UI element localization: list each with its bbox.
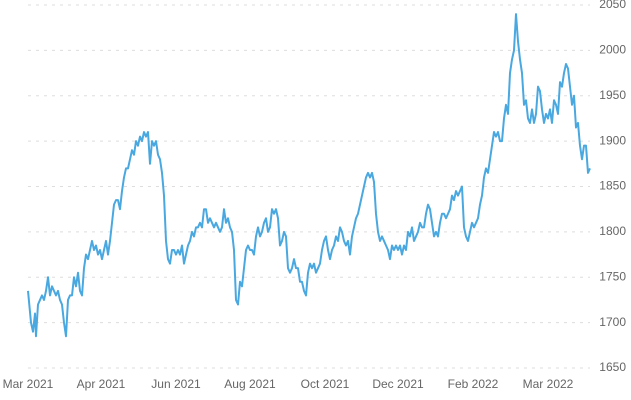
x-tick-label: Aug 2021 <box>224 377 276 391</box>
x-tick-label: Jun 2021 <box>151 377 201 391</box>
x-tick-label: Mar 2021 <box>3 377 54 391</box>
x-tick-label: Apr 2021 <box>77 377 126 391</box>
x-tick-label: Mar 2022 <box>523 377 574 391</box>
y-tick-label: 2000 <box>599 43 626 57</box>
x-tick-label: Oct 2021 <box>301 377 350 391</box>
y-tick-label: 1850 <box>599 179 626 193</box>
y-tick-label: 1650 <box>599 360 626 374</box>
x-tick-label: Feb 2022 <box>448 377 499 391</box>
y-tick-label: 1950 <box>599 88 626 102</box>
y-tick-label: 1800 <box>599 224 626 238</box>
y-tick-label: 1750 <box>599 269 626 283</box>
y-tick-label: 1900 <box>599 133 626 147</box>
x-tick-label: Dec 2021 <box>372 377 424 391</box>
y-tick-label: 1700 <box>599 315 626 329</box>
price-line <box>27 13 591 338</box>
y-tick-label: 2050 <box>599 0 626 11</box>
